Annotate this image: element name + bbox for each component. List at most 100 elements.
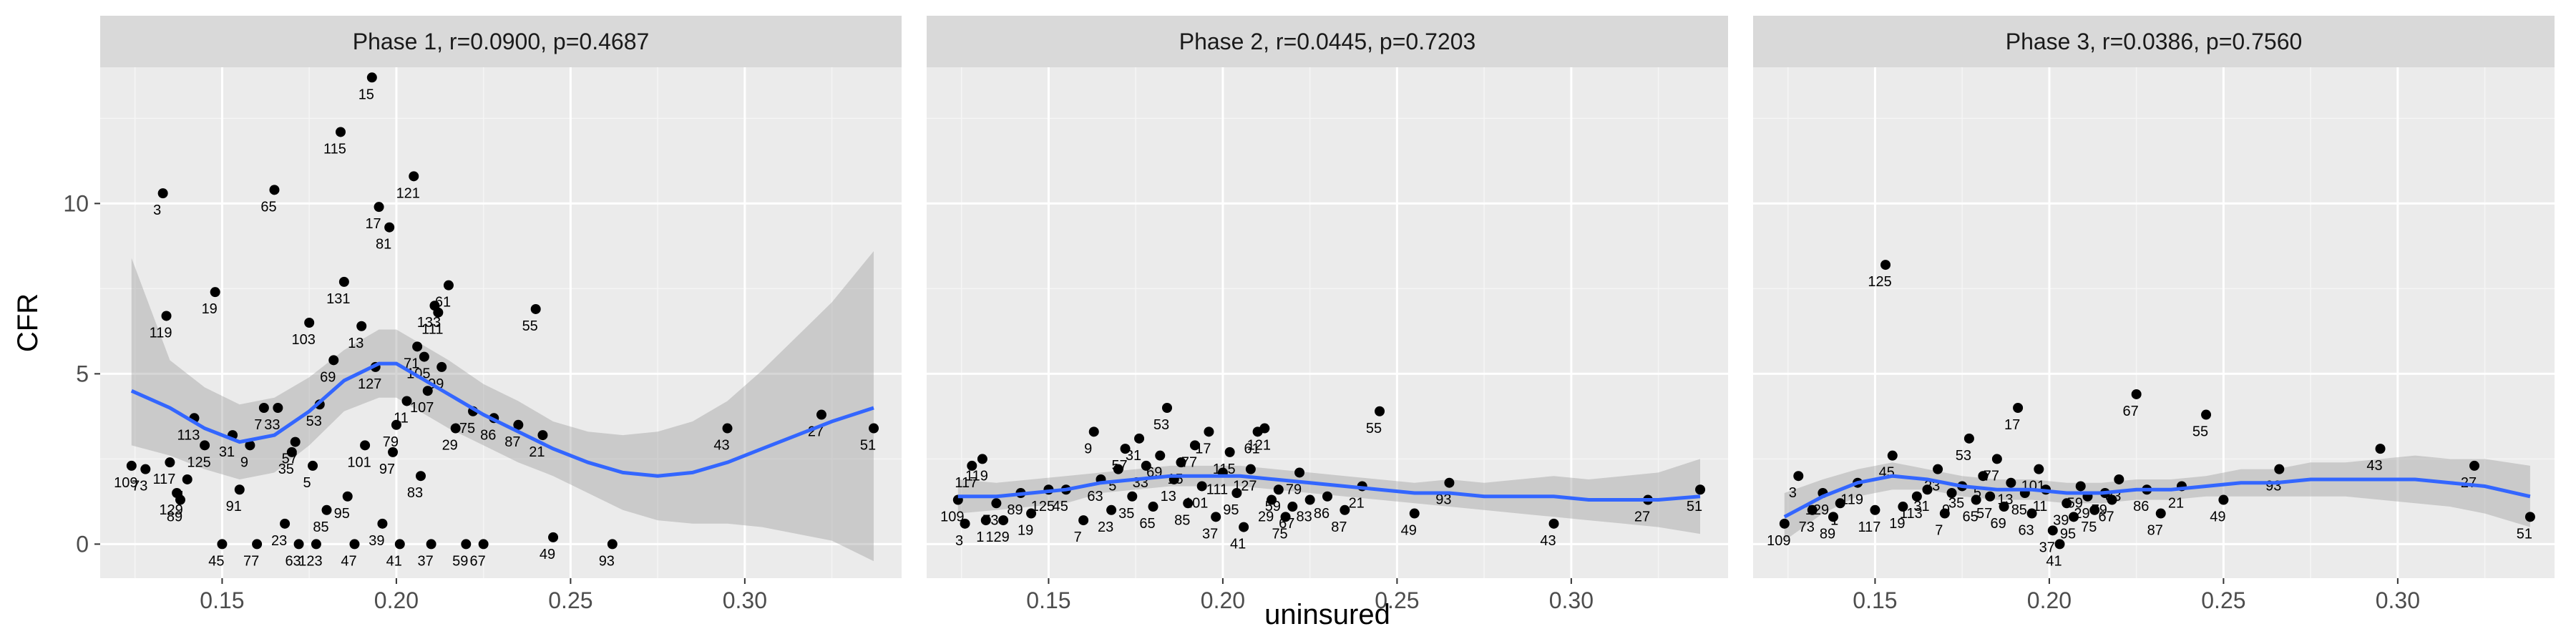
data-point xyxy=(2524,512,2535,522)
data-point xyxy=(175,494,185,505)
point-label: 75 xyxy=(1272,526,1287,542)
point-label: 85 xyxy=(1174,512,1190,528)
point-label: 129 xyxy=(159,502,182,518)
data-point xyxy=(478,539,489,550)
data-point xyxy=(1162,403,1172,413)
data-point xyxy=(2062,498,2072,509)
point-label: 86 xyxy=(1314,506,1330,522)
data-point xyxy=(869,423,879,434)
data-point xyxy=(321,504,332,515)
y-tick-label: 0 xyxy=(76,531,89,557)
x-tick-label: 0.25 xyxy=(2201,587,2245,613)
point-label: 95 xyxy=(334,506,350,522)
data-point xyxy=(2218,494,2229,505)
point-label: 33 xyxy=(264,417,280,433)
point-label: 121 xyxy=(1247,438,1271,454)
data-point xyxy=(1946,488,1957,498)
point-label: 117 xyxy=(955,475,977,491)
data-point xyxy=(1991,454,2002,464)
point-label: 1 xyxy=(1830,512,1838,528)
data-point xyxy=(1287,502,1298,512)
point-label: 31 xyxy=(1913,499,1929,514)
point-label: 91 xyxy=(226,499,242,514)
data-point xyxy=(200,440,210,451)
data-point xyxy=(2075,481,2086,492)
data-point xyxy=(2131,389,2142,399)
data-point xyxy=(1078,515,1089,526)
data-point xyxy=(356,321,367,331)
data-point xyxy=(2047,525,2058,536)
point-label: 61 xyxy=(1244,441,1259,457)
data-point xyxy=(530,303,541,314)
point-label: 51 xyxy=(860,438,876,454)
data-point xyxy=(1259,423,1270,434)
point-label: 113 xyxy=(1900,506,1923,522)
point-label: 17 xyxy=(2004,417,2020,433)
data-point xyxy=(290,436,301,447)
data-point xyxy=(419,351,429,362)
panel-3: Phase 3, r=0.0386, p=0.75601093731298911… xyxy=(1753,16,2555,613)
data-point xyxy=(269,185,280,195)
data-point xyxy=(1127,491,1138,502)
point-label: 131 xyxy=(326,291,350,307)
point-label: 69 xyxy=(320,369,336,385)
x-tick-label: 0.30 xyxy=(2376,587,2420,613)
point-label: 83 xyxy=(407,485,423,501)
data-point xyxy=(126,460,137,471)
data-point xyxy=(1828,512,1838,522)
data-point xyxy=(1120,444,1131,454)
data-point xyxy=(1322,491,1332,502)
data-point xyxy=(1141,460,1151,471)
point-label: 109 xyxy=(114,475,137,491)
data-point xyxy=(1933,464,1943,474)
point-label: 47 xyxy=(341,553,356,569)
data-point xyxy=(1870,504,1880,515)
data-point xyxy=(436,361,447,372)
panel-strip xyxy=(927,16,1728,67)
data-point xyxy=(548,532,559,542)
data-point xyxy=(1088,426,1099,437)
point-label: 29 xyxy=(1258,509,1274,525)
point-label: 13 xyxy=(1997,492,2013,508)
panel-strip xyxy=(100,16,902,67)
data-point xyxy=(2069,512,2079,522)
point-label: 125 xyxy=(187,454,210,470)
data-point xyxy=(1375,406,1385,416)
point-label: 63 xyxy=(1087,489,1103,504)
point-label: 107 xyxy=(410,400,434,416)
data-point xyxy=(1134,433,1145,444)
data-point xyxy=(1971,494,1981,505)
data-point xyxy=(280,518,291,529)
point-label: 1 xyxy=(976,530,984,545)
point-label: 53 xyxy=(1153,417,1169,433)
data-point xyxy=(1835,498,1845,509)
point-label: 43 xyxy=(1540,533,1556,549)
data-point xyxy=(391,419,401,430)
data-point xyxy=(607,539,618,550)
data-point xyxy=(2013,403,2024,413)
data-point xyxy=(2155,508,2166,519)
point-label: 59 xyxy=(2067,495,2083,511)
point-label: 41 xyxy=(2046,553,2062,569)
data-point xyxy=(182,474,192,484)
y-tick-label: 10 xyxy=(63,190,89,216)
point-label: 71 xyxy=(404,356,419,371)
data-point xyxy=(1963,433,1974,444)
point-label: 125 xyxy=(1868,274,1891,290)
data-point xyxy=(1267,494,1277,505)
point-label: 79 xyxy=(2092,502,2107,518)
point-label: 111 xyxy=(1206,482,1228,497)
point-label: 73 xyxy=(1799,519,1815,535)
data-point xyxy=(2107,494,2117,505)
point-label: 75 xyxy=(459,421,475,436)
data-point xyxy=(2201,409,2212,420)
point-label: 35 xyxy=(1118,506,1134,522)
point-label: 15 xyxy=(1167,472,1183,487)
point-label: 39 xyxy=(369,533,384,549)
point-label: 1 xyxy=(177,489,185,504)
data-point xyxy=(1304,494,1315,505)
data-point xyxy=(443,280,454,291)
point-label: 31 xyxy=(219,444,235,460)
point-label: 67 xyxy=(2123,404,2139,419)
point-label: 3 xyxy=(955,533,963,549)
